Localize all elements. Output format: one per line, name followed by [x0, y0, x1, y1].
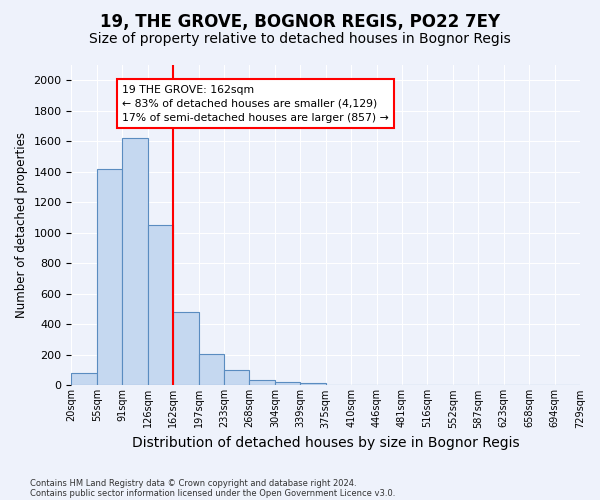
Text: 19, THE GROVE, BOGNOR REGIS, PO22 7EY: 19, THE GROVE, BOGNOR REGIS, PO22 7EY [100, 12, 500, 30]
Y-axis label: Number of detached properties: Number of detached properties [15, 132, 28, 318]
Bar [173, 312, 199, 386]
Text: 19 THE GROVE: 162sqm
← 83% of detached houses are smaller (4,129)
17% of semi-de: 19 THE GROVE: 162sqm ← 83% of detached h… [122, 85, 389, 123]
Bar [275, 382, 300, 386]
Text: Contains HM Land Registry data © Crown copyright and database right 2024.: Contains HM Land Registry data © Crown c… [30, 478, 356, 488]
Bar [122, 138, 148, 386]
Text: Contains public sector information licensed under the Open Government Licence v3: Contains public sector information licen… [30, 488, 395, 498]
Bar [148, 225, 173, 386]
Bar [250, 380, 275, 386]
X-axis label: Distribution of detached houses by size in Bognor Regis: Distribution of detached houses by size … [132, 436, 520, 450]
Bar [300, 382, 326, 386]
Bar [326, 384, 351, 386]
Bar [71, 373, 97, 386]
Bar [97, 168, 122, 386]
Text: Size of property relative to detached houses in Bognor Regis: Size of property relative to detached ho… [89, 32, 511, 46]
Bar [224, 370, 250, 386]
Bar [199, 354, 224, 386]
